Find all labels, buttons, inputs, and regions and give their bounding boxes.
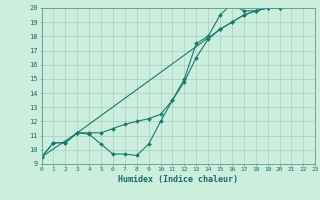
X-axis label: Humidex (Indice chaleur): Humidex (Indice chaleur): [118, 175, 238, 184]
